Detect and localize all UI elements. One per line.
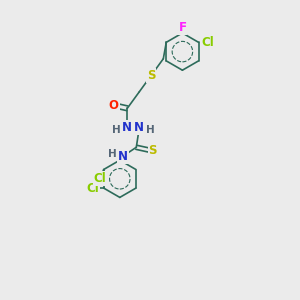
Text: N: N bbox=[122, 121, 132, 134]
Text: S: S bbox=[147, 69, 155, 82]
Text: N: N bbox=[118, 150, 128, 163]
Text: H: H bbox=[112, 125, 120, 135]
Text: O: O bbox=[109, 99, 119, 112]
Text: Cl: Cl bbox=[94, 172, 106, 185]
Text: F: F bbox=[178, 21, 186, 34]
Text: H: H bbox=[108, 149, 117, 159]
Text: Cl: Cl bbox=[202, 36, 214, 49]
Text: S: S bbox=[148, 144, 157, 158]
Text: H: H bbox=[146, 125, 155, 135]
Text: Cl: Cl bbox=[86, 182, 99, 195]
Text: N: N bbox=[134, 121, 144, 134]
